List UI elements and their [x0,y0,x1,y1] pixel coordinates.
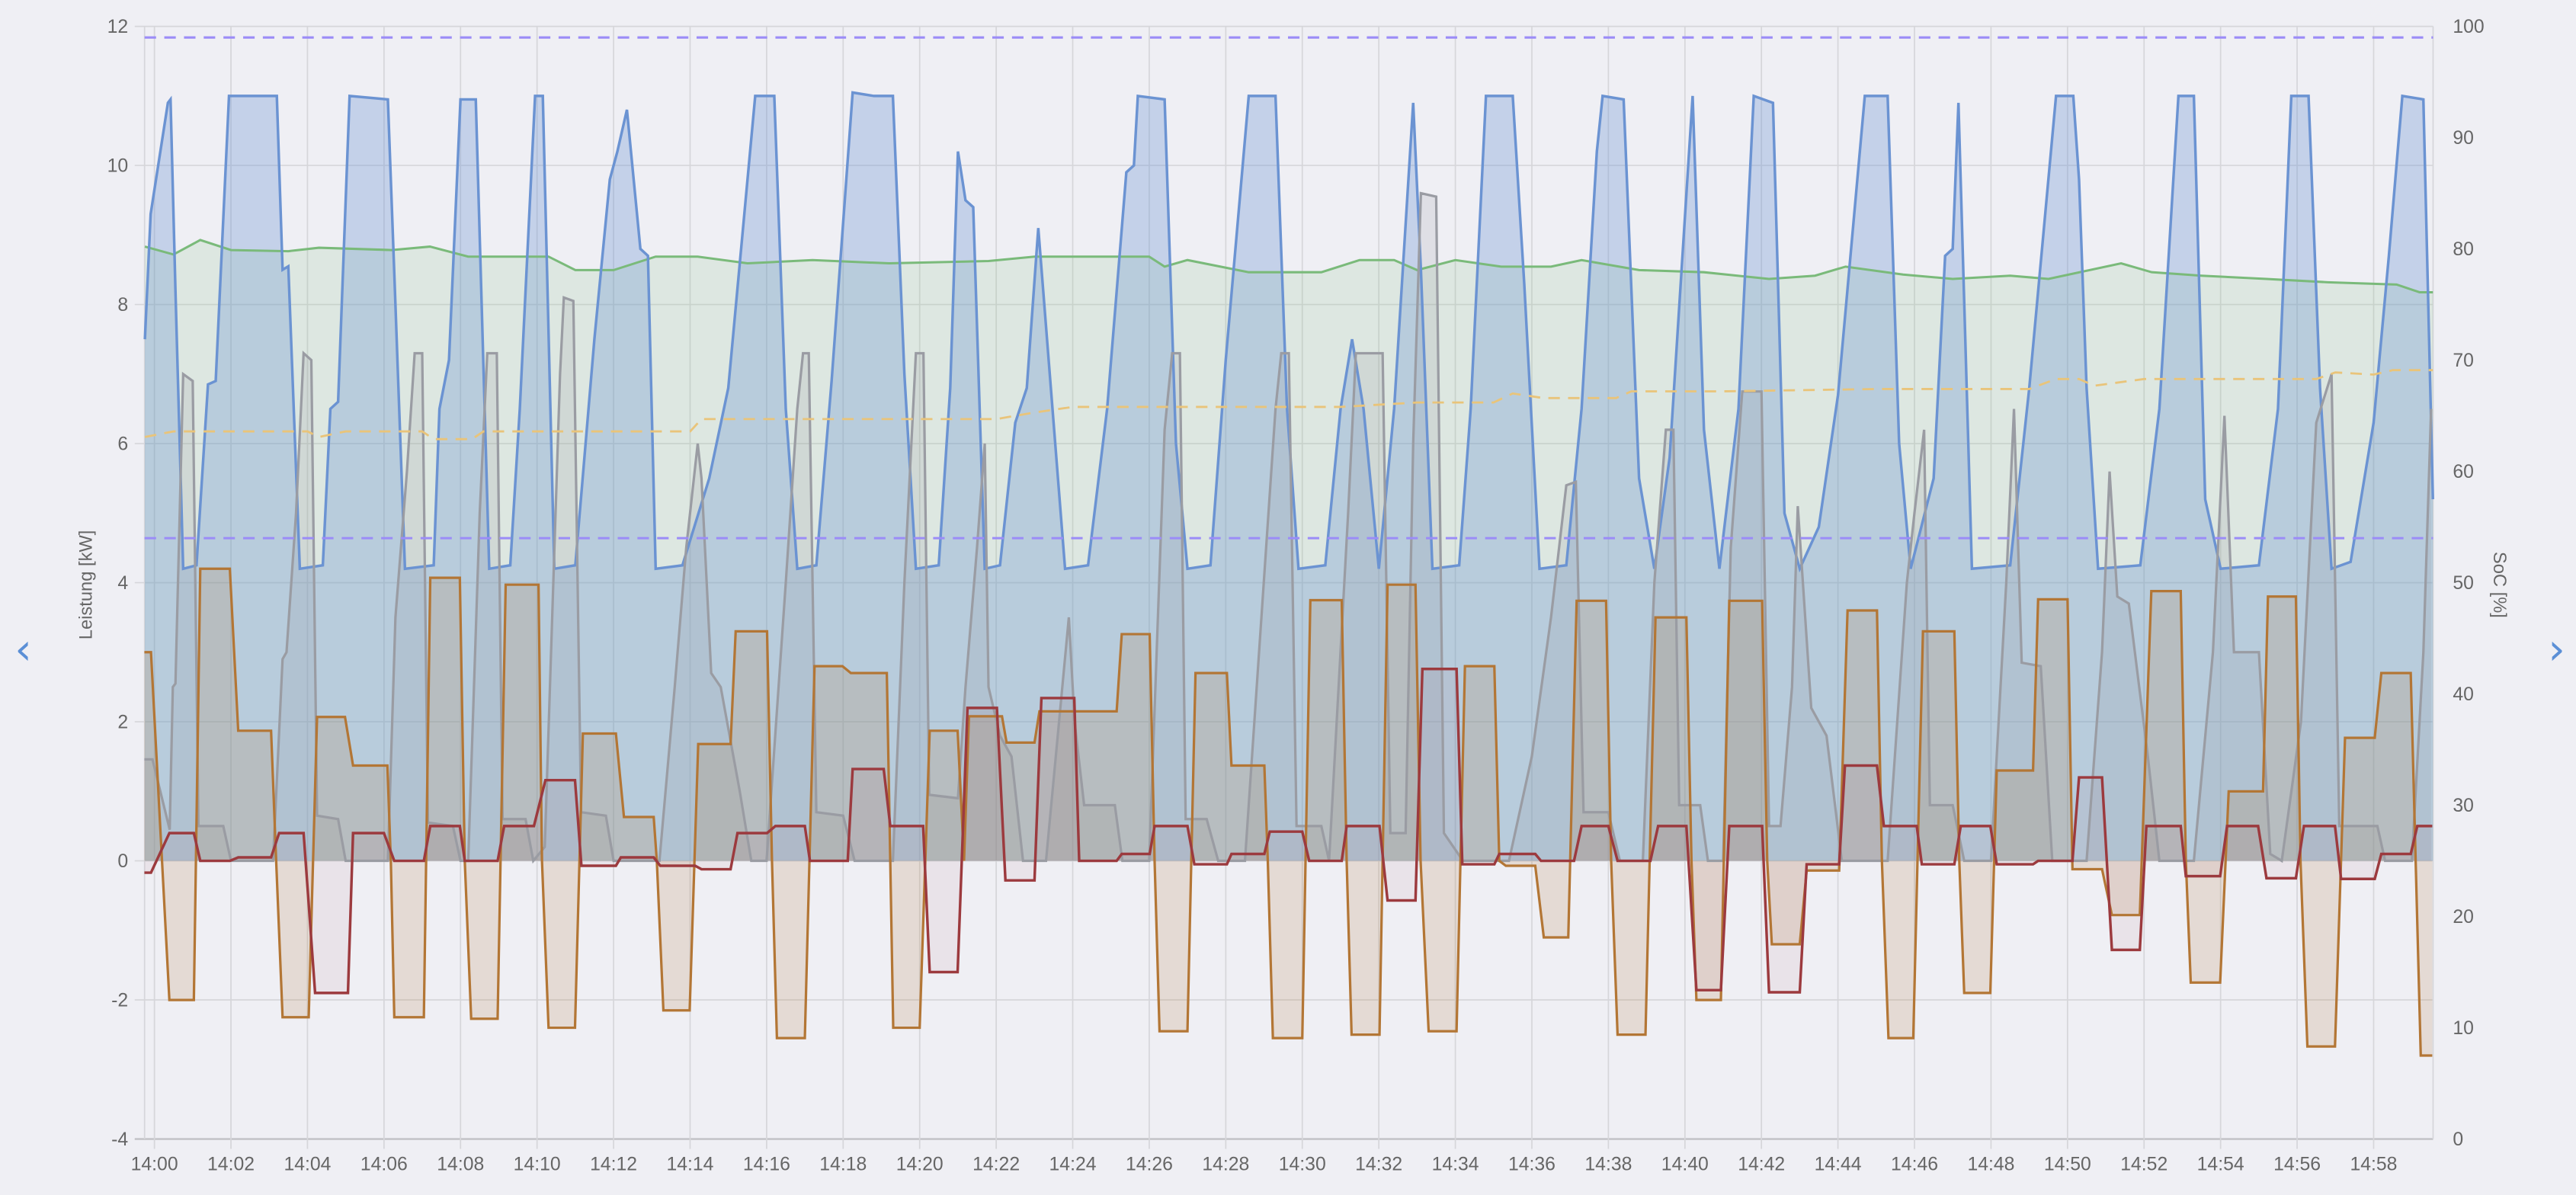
y-tick-label: 0 [117,851,128,872]
x-tick-label: 14:38 [1584,1154,1632,1174]
pv-line [143,91,2434,573]
x-tick-label: 14:42 [1738,1154,1785,1174]
y-tick-label: -4 [111,1129,128,1150]
x-tick-label: 14:24 [1049,1154,1097,1174]
load-area [144,193,2431,861]
y2-axis-ticks: 0 10 20 30 40 50 60 70 80 90 100 [2453,17,2484,1150]
series-areas [144,92,2433,1056]
pv-area [145,92,2433,861]
y2-tick-label: 30 [2453,796,2474,816]
x-tick-label: 14:54 [2197,1154,2244,1174]
y-tick-label: -2 [111,991,128,1011]
y-tick-label: 12 [107,17,129,37]
x-tick-label: 14:48 [1967,1154,2014,1174]
y-tick-label: 10 [107,156,129,177]
x-tick-label: 14:28 [1202,1154,1249,1174]
y2-tick-label: 40 [2453,684,2474,705]
x-tick-label: 14:12 [590,1154,637,1174]
grid-line [144,668,2433,995]
x-tick-label: 14:30 [1279,1154,1326,1174]
x-axis-ticks: 14:00 14:02 14:04 14:06 14:08 14:10 14:12 14:14… [131,1154,2398,1174]
x-tick-label: 14:10 [514,1154,561,1174]
y2-axis-title: SoC [%] [2489,552,2509,618]
x-tick-label: 14:32 [1355,1154,1402,1174]
soc-line [144,239,2433,293]
x-tick-label: 14:16 [743,1154,790,1174]
y2-tick-label: 100 [2453,17,2484,37]
x-tick-label: 14:44 [1815,1154,1862,1174]
x-tick-label: 14:00 [131,1154,178,1174]
series-lines [143,91,2434,1057]
soc2-line [144,369,2433,441]
grid-area [144,668,2433,993]
x-tick-label: 14:40 [1661,1154,1709,1174]
y-tick-label: 2 [117,713,128,733]
x-tick-label: 14:04 [284,1154,331,1174]
chevron-left-icon[interactable]: ‹ [14,625,31,674]
x-tick-label: 14:50 [2044,1154,2091,1174]
x-tick-label: 14:58 [2350,1154,2397,1174]
reference-lines [144,36,2433,540]
y2-tick-label: 50 [2453,573,2474,594]
x-tick-label: 14:14 [666,1154,713,1174]
x-tick-label: 14:08 [437,1154,484,1174]
x-tick-label: 14:56 [2273,1154,2321,1174]
soc-area [145,239,2433,861]
x-tick-label: 14:06 [360,1154,408,1174]
x-tick-label: 14:18 [819,1154,867,1174]
y-axis-title: Leistung [kW] [77,530,97,640]
x-tick-label: 14:20 [896,1154,944,1174]
x-tick-label: 14:02 [207,1154,255,1174]
y-tick-label: 8 [117,295,128,316]
y-tick-label: 4 [117,573,128,594]
y2-tick-label: 20 [2453,907,2474,927]
y2-tick-label: 0 [2453,1129,2463,1150]
x-tick-label: 14:22 [972,1154,1020,1174]
y-tick-label: 6 [117,434,128,455]
battery-area [144,569,2433,1056]
battery-line [144,567,2433,1057]
y2-tick-label: 60 [2453,462,2474,482]
y2-tick-label: 80 [2453,239,2474,260]
x-tick-label: 14:52 [2120,1154,2167,1174]
y-axis-ticks: -4 -2 0 2 4 6 8 10 12 [107,17,129,1150]
x-tick-label: 14:46 [1891,1154,1938,1174]
y2-tick-label: 90 [2453,128,2474,149]
x-tick-label: 14:34 [1432,1154,1479,1174]
y2-tick-label: 10 [2453,1018,2474,1039]
chevron-right-icon[interactable]: › [2548,625,2565,674]
y2-tick-label: 70 [2453,351,2474,371]
x-tick-label: 14:26 [1126,1154,1173,1174]
x-tick-label: 14:36 [1508,1154,1556,1174]
